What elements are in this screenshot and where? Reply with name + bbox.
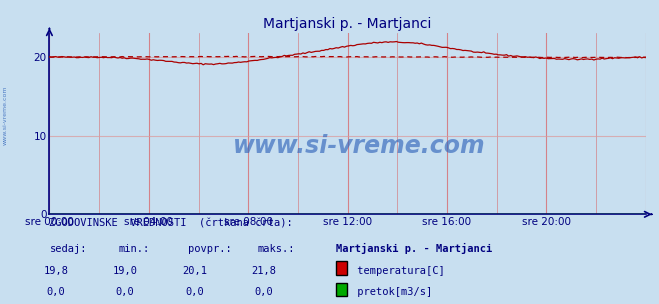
Text: 0,0: 0,0 [116,287,134,297]
Text: 19,8: 19,8 [43,266,69,276]
Text: maks.:: maks.: [257,244,295,254]
Text: pretok[m3/s]: pretok[m3/s] [351,287,432,297]
Text: Martjanski p. - Martjanci: Martjanski p. - Martjanci [336,243,492,254]
Text: povpr.:: povpr.: [188,244,231,254]
Text: 0,0: 0,0 [254,287,273,297]
Text: sedaj:: sedaj: [49,244,87,254]
Text: www.si-vreme.com: www.si-vreme.com [233,133,486,157]
Text: ZGODOVINSKE  VREDNOSTI  (črtkana črta):: ZGODOVINSKE VREDNOSTI (črtkana črta): [49,219,293,229]
Text: 0,0: 0,0 [185,287,204,297]
Title: Martjanski p. - Martjanci: Martjanski p. - Martjanci [264,17,432,31]
Text: min.:: min.: [119,244,150,254]
Text: temperatura[C]: temperatura[C] [351,266,444,276]
Text: 20,1: 20,1 [182,266,207,276]
Text: 0,0: 0,0 [47,287,65,297]
Text: 19,0: 19,0 [113,266,138,276]
Text: 21,8: 21,8 [251,266,276,276]
Text: www.si-vreme.com: www.si-vreme.com [3,86,8,145]
